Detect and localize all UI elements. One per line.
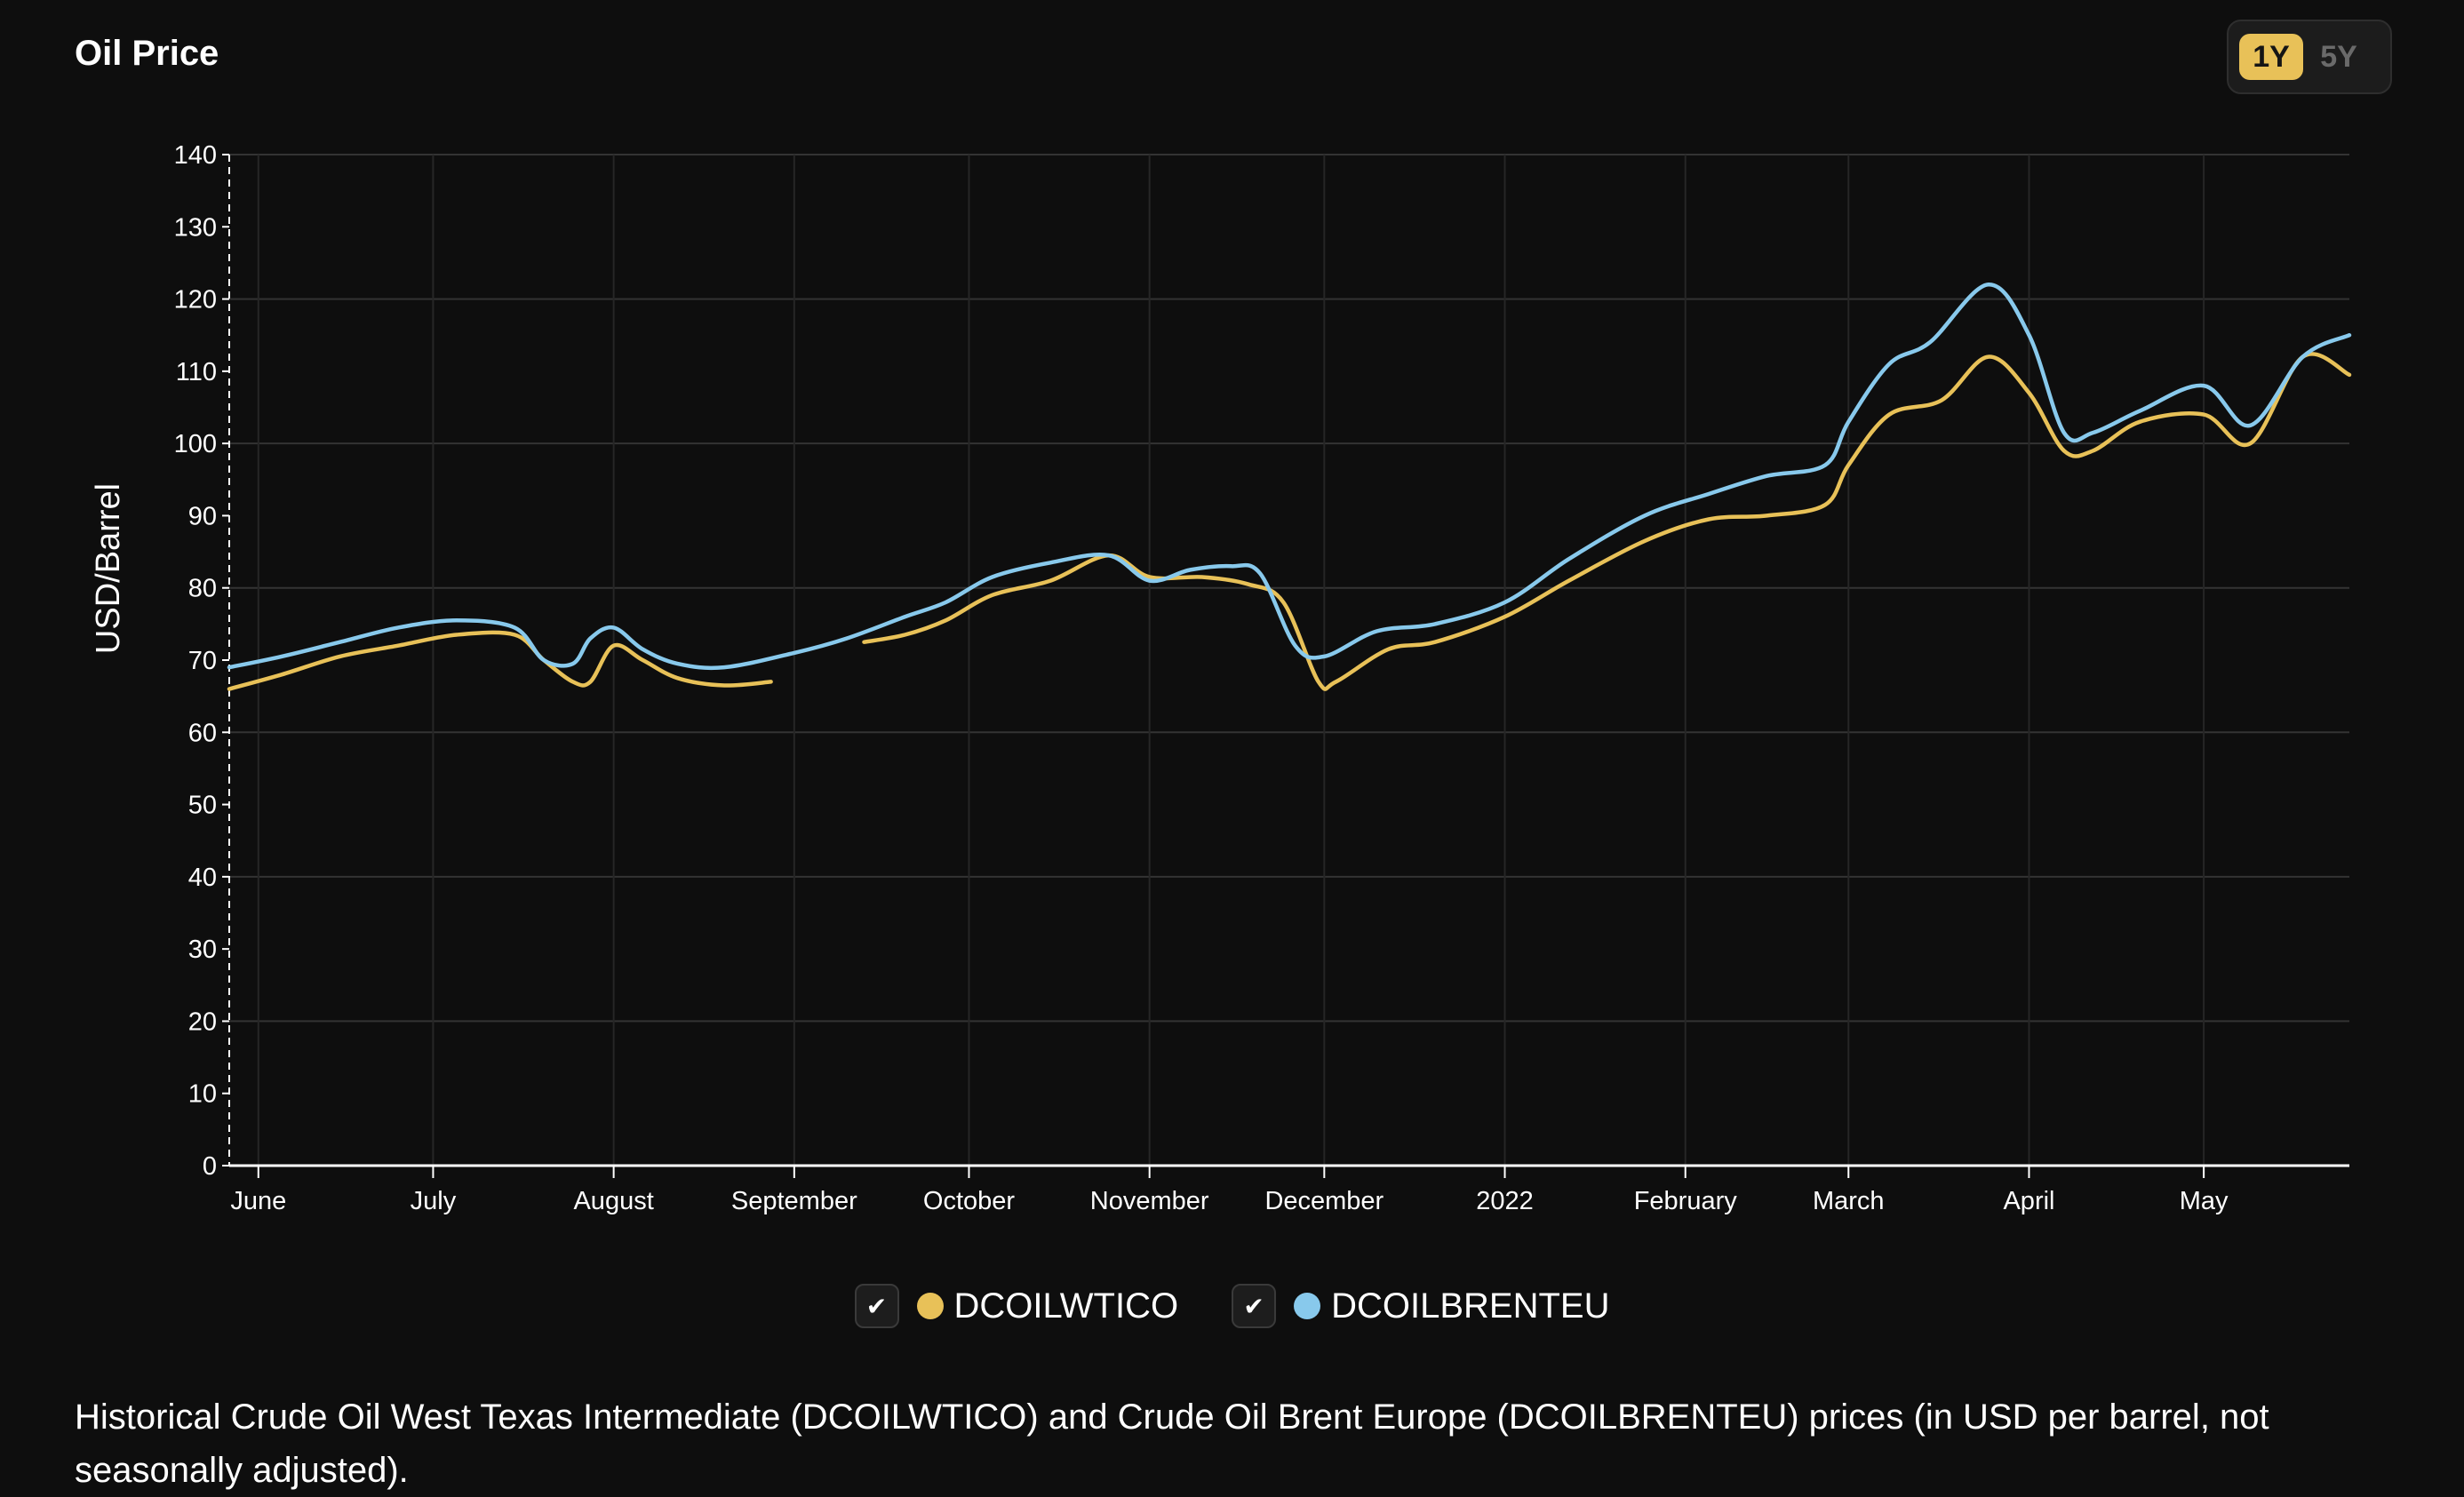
y-tick-label: 90 [188, 502, 217, 530]
legend-dot-wti [916, 1293, 944, 1319]
x-tick-label: October [923, 1187, 1015, 1215]
y-tick-label: 120 [174, 286, 217, 315]
y-tick-label: 60 [188, 719, 217, 747]
legend-label-brent: DCOILBRENTEU [1331, 1286, 1610, 1326]
x-tick-label: March [1813, 1187, 1885, 1215]
chart-title: Oil Price [75, 34, 219, 73]
y-tick-label: 20 [188, 1007, 217, 1036]
y-tick-label: 40 [188, 864, 217, 892]
y-tick-label: 50 [188, 792, 217, 820]
y-tick-label: 30 [188, 936, 217, 964]
range-5y-button[interactable]: 5Y [2320, 39, 2357, 74]
x-tick-label: September [731, 1187, 857, 1215]
series-line-wti [862, 352, 2352, 691]
y-tick-label: 80 [188, 575, 217, 603]
x-tick-label: July [411, 1187, 457, 1215]
chart-series [227, 283, 2352, 691]
x-axis-ticks: June July August September October November De… [230, 1166, 2229, 1215]
series-line-wti [227, 630, 773, 691]
chart-caption: Historical Crude Oil West Texas Intermed… [75, 1397, 2269, 1490]
y-tick-label: 140 [174, 141, 217, 170]
x-tick-label: April [2003, 1187, 2054, 1215]
y-axis-label: USD/Barrel [90, 483, 127, 654]
x-tick-label: May [2180, 1187, 2229, 1215]
legend-item-wti[interactable]: ✔ DCOILWTICO [854, 1284, 1179, 1328]
x-tick-label: August [573, 1187, 653, 1215]
chart-grid [229, 154, 2349, 1166]
chart-axes [228, 155, 2349, 1167]
series-line-brent [227, 283, 2352, 671]
x-tick-label: December [1264, 1187, 1384, 1215]
check-icon[interactable]: ✔ [1232, 1284, 1277, 1328]
check-icon[interactable]: ✔ [854, 1284, 899, 1328]
chart-legend: ✔ DCOILWTICO ✔ DCOILBRENTEU [0, 1284, 2464, 1328]
legend-label-wti: DCOILWTICO [953, 1286, 1179, 1326]
x-tick-label: November [1090, 1187, 1209, 1215]
y-axis-ticks: 0 10 20 30 40 50 60 70 80 90 100 110 120 130 140 [174, 141, 229, 1181]
y-tick-label: 100 [174, 430, 217, 458]
x-tick-label: June [230, 1187, 286, 1215]
y-tick-label: 0 [203, 1152, 217, 1181]
y-tick-label: 70 [188, 647, 217, 675]
x-tick-label: February [1634, 1187, 1738, 1215]
legend-item-brent[interactable]: ✔ DCOILBRENTEU [1232, 1284, 1609, 1328]
y-tick-label: 110 [176, 358, 217, 386]
x-tick-label: 2022 [1476, 1187, 1534, 1215]
range-1y-button[interactable]: 1Y [2239, 34, 2303, 80]
range-toggle: 1Y 5Y [2227, 20, 2392, 94]
y-tick-label: 10 [188, 1080, 217, 1109]
legend-dot-brent [1294, 1293, 1321, 1319]
y-tick-label: 130 [174, 213, 217, 242]
